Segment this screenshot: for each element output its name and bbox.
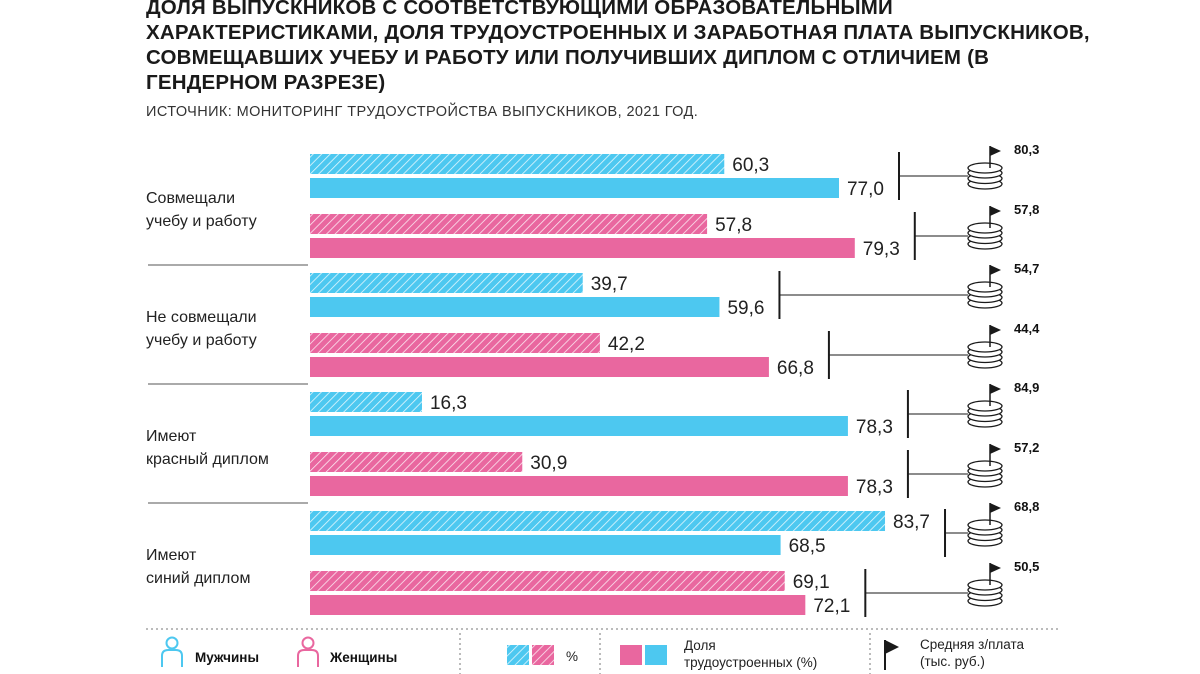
- bar-employed: [310, 476, 848, 496]
- bar-employed: [310, 535, 781, 555]
- bar-share: [310, 571, 785, 591]
- legend-swatch-employed-men: [645, 645, 667, 665]
- bar-share: [310, 392, 422, 412]
- bar-employed-label: 72,1: [813, 596, 850, 617]
- salary-label: 84,9: [1014, 380, 1039, 395]
- bar-share-label: 69,1: [793, 572, 830, 593]
- bar-employed: [310, 178, 839, 198]
- legend-salary-label-line1: Средняя з/плата: [920, 637, 1025, 652]
- salary-label: 57,8: [1014, 202, 1039, 217]
- bar-share-label: 57,8: [715, 215, 752, 236]
- coin-stack-icon: [967, 400, 1003, 428]
- salary-label: 80,3: [1014, 142, 1039, 157]
- salary-label: 57,2: [1014, 440, 1039, 455]
- category-label: Совмещали: [146, 190, 235, 207]
- legend-swatch-share-women: [532, 645, 554, 665]
- bar-employed-label: 79,3: [863, 239, 900, 260]
- flag-icon: [990, 384, 1001, 394]
- bar-share: [310, 154, 725, 174]
- flag-icon: [990, 444, 1001, 454]
- bar-share-label: 42,2: [608, 334, 645, 355]
- flag-icon: [990, 325, 1001, 335]
- legend-employed-label-line2: трудоустроенных (%): [684, 655, 817, 670]
- legend-swatch-share-men: [507, 645, 529, 665]
- legend-swatch-employed-women: [620, 645, 642, 665]
- category-label: учебу и работу: [146, 213, 257, 230]
- bar-share-label: 30,9: [530, 453, 567, 474]
- legend-salary-label-line2: (тыс. руб.): [920, 654, 985, 669]
- legend-share-label: %: [566, 649, 578, 664]
- bar-share-label: 83,7: [893, 512, 930, 533]
- category-label: Имеют: [146, 428, 197, 445]
- coin-stack-icon: [967, 162, 1003, 190]
- legend-employed-label-line1: Доля: [684, 638, 716, 653]
- category-label: синий диплом: [146, 570, 250, 587]
- coin-stack-icon: [967, 341, 1003, 369]
- bar-employed: [310, 595, 806, 615]
- legend-men-label: Мужчины: [195, 650, 259, 665]
- bar-share: [310, 273, 583, 293]
- bar-employed: [310, 357, 769, 377]
- flag-icon: [990, 206, 1001, 216]
- salary-label: 50,5: [1014, 559, 1039, 574]
- coin-stack-icon: [967, 222, 1003, 250]
- bar-share: [310, 452, 523, 472]
- bar-employed-label: 78,3: [856, 477, 893, 498]
- category-label: Имеют: [146, 547, 197, 564]
- coin-stack-icon: [967, 519, 1003, 547]
- category-label: красный диплом: [146, 451, 269, 468]
- bar-employed-label: 68,5: [789, 536, 826, 557]
- bar-share-label: 16,3: [430, 393, 467, 414]
- bar-employed: [310, 238, 855, 258]
- male-person-icon: [161, 636, 183, 667]
- bar-share-label: 39,7: [591, 274, 628, 295]
- bar-employed-label: 59,6: [727, 298, 764, 319]
- coin-stack-icon: [967, 460, 1003, 488]
- salary-label: 68,8: [1014, 499, 1039, 514]
- bar-employed: [310, 297, 720, 317]
- bar-share: [310, 511, 886, 531]
- flag-icon: [990, 265, 1001, 275]
- chart-title: ДОЛЯ ВЫПУСКНИКОВ С СООТВЕТСТВУЮЩИМИ ОБРА…: [146, 0, 1090, 94]
- bar-share: [310, 333, 600, 353]
- category-label: Не совмещали: [146, 309, 257, 326]
- salary-label: 54,7: [1014, 261, 1039, 276]
- bar-employed: [310, 416, 848, 436]
- bar-employed-label: 77,0: [847, 179, 884, 200]
- bar-employed-label: 78,3: [856, 417, 893, 438]
- coin-stack-icon: [967, 579, 1003, 607]
- bar-employed-label: 66,8: [777, 358, 814, 379]
- bar-share: [310, 214, 708, 234]
- bar-share-label: 60,3: [732, 155, 769, 176]
- chart-subtitle: ИСТОЧНИК: МОНИТОРИНГ ТРУДОУСТРОЙСТВА ВЫП…: [146, 104, 699, 120]
- legend-women-label: Женщины: [329, 650, 397, 665]
- salary-label: 44,4: [1014, 321, 1040, 336]
- category-label: учебу и работу: [146, 332, 257, 349]
- legend-flag-icon: [885, 640, 899, 654]
- flag-icon: [990, 503, 1001, 513]
- flag-icon: [990, 146, 1001, 156]
- coin-stack-icon: [967, 281, 1003, 309]
- flag-icon: [990, 563, 1001, 573]
- female-person-icon: [297, 636, 319, 667]
